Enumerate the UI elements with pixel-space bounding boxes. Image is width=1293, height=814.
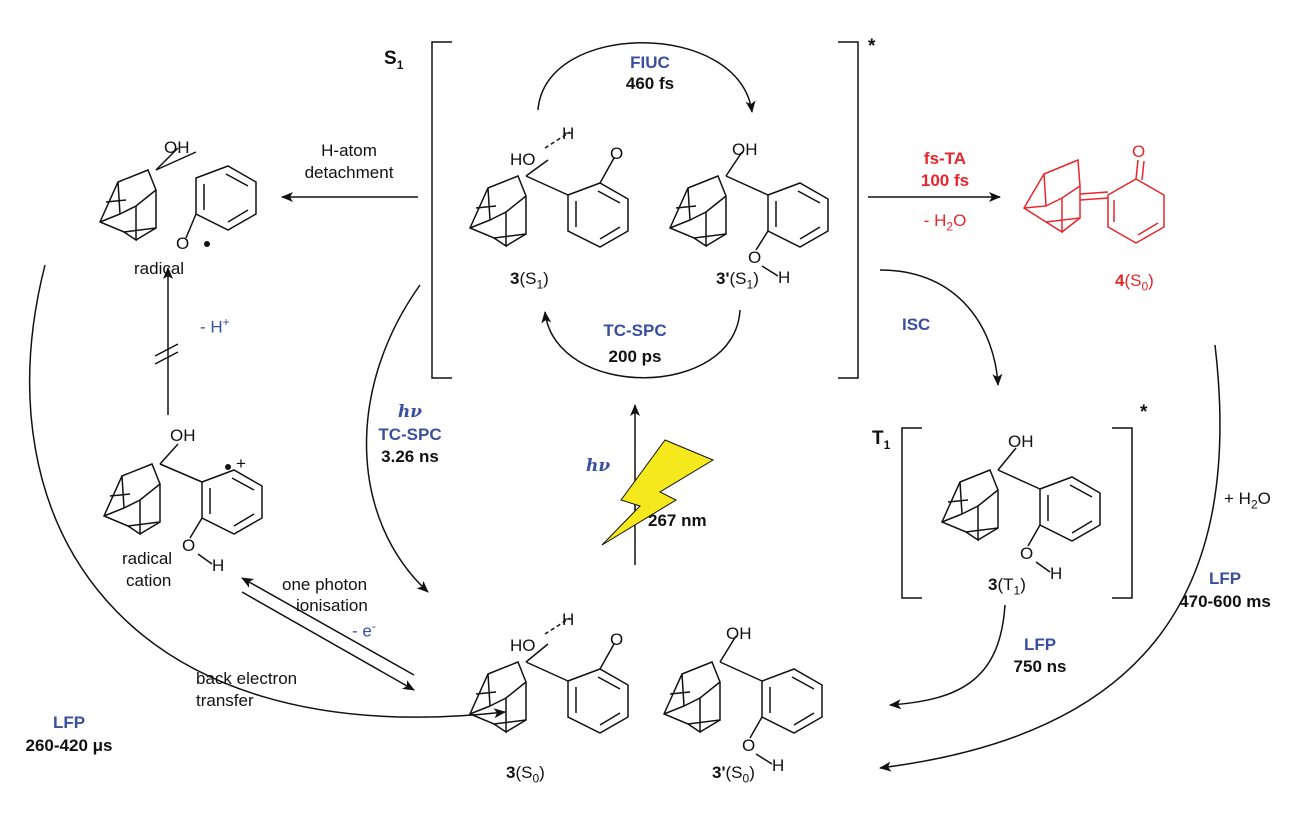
ionisation-arrow (241, 577, 415, 676)
atom-h-3s0: H (562, 610, 575, 629)
atom-h-3ps0: H (772, 756, 785, 775)
tcspc-back-arrow (541, 309, 741, 379)
hv-left-label: hν (397, 402, 423, 422)
atom-h-radcat: H (212, 556, 225, 575)
atom-o-radcat: O (182, 536, 196, 555)
excite-hv: hν (586, 456, 611, 476)
bet-label-2: transfer (196, 691, 254, 710)
molecule-3-s1 (469, 131, 629, 248)
atom-oh-3ps1: OH (732, 140, 758, 159)
excite-wavelength: 267 nm (648, 511, 707, 530)
atom-ho-3s1: HO (510, 150, 536, 169)
tcspc-time: 200 ps (608, 347, 662, 366)
t1-star: * (1140, 402, 1148, 423)
label-radical-cation-2: cation (126, 571, 172, 590)
s1-decay-arrow (365, 284, 429, 593)
bet-arrow (241, 591, 415, 691)
label-3prime-s1: 3'(S1) (716, 269, 759, 292)
label-3-s1: 3(S1) (510, 269, 549, 292)
fiuc-arrow (537, 42, 756, 113)
molecule-3prime-s1 (669, 151, 829, 277)
s1-state-label: S1 (384, 48, 404, 72)
atom-ho-3s0: HO (510, 636, 536, 655)
h-atom-label-1: H-atom (321, 141, 377, 160)
tcspc-label: TC-SPC (603, 321, 667, 340)
lfp-t1-time: 750 ns (1013, 657, 1067, 676)
label-3-t1: 3(T1) (988, 575, 1026, 598)
lfp-right-time: 470-600 ms (1179, 592, 1271, 611)
molecule-radical (99, 147, 257, 247)
atom-h-3ps1: H (778, 268, 791, 287)
molecule-3-s0 (469, 617, 629, 734)
atom-oh-3t1: OH (1008, 432, 1034, 451)
label-3-s0: 3(S0) (506, 763, 545, 786)
lfp-right-label: LFP (1208, 569, 1242, 588)
blocked-mark (154, 343, 179, 365)
fiuc-label: FIUC (630, 53, 670, 72)
label-radical-cation-1: radical (122, 549, 173, 568)
molecule-3-t1 (941, 447, 1101, 573)
label-radical: radical (134, 259, 185, 278)
lfp-left-time: 260-420 μs (25, 736, 113, 755)
t1-state-label: T1 (872, 428, 891, 452)
ionisation-label-1: one photon (282, 575, 368, 594)
s1-star: * (868, 36, 876, 57)
fsta-label: fs-TA (923, 149, 967, 168)
ionisation-electron: - e- (352, 619, 376, 641)
atom-o-3ps0: O (742, 736, 756, 755)
lfp-left-arrow (28, 264, 506, 719)
t1-bracket (901, 427, 1133, 599)
molecule-radical-cation (103, 443, 263, 565)
atom-o-3t1: O (1020, 544, 1034, 563)
atom-o-radical: O (176, 234, 190, 253)
atom-h-3t1: H (1050, 564, 1063, 583)
atom-oh-radical: OH (164, 138, 190, 157)
water-add-label: + H2O (1224, 489, 1271, 512)
fsta-water-loss: - H2O (923, 211, 967, 234)
bet-label-1: back electron (196, 669, 298, 688)
isc-arrow (879, 269, 1003, 386)
atom-o-3ps1: O (748, 248, 762, 267)
lfp-right-arrow (879, 344, 1221, 772)
hv-left-tcspc: TC-SPC (378, 425, 442, 444)
fiuc-time: 460 fs (625, 74, 675, 93)
molecule-4-s0 (1022, 158, 1165, 244)
hv-left-time: 3.26 ns (381, 447, 439, 466)
s1-bracket (431, 41, 859, 379)
label-4-s0: 4(S0) (1115, 271, 1154, 294)
atom-plus-radcat: + (236, 454, 246, 473)
ionisation-label-2: ionisation (296, 596, 368, 615)
fsta-time: 100 fs (920, 171, 970, 190)
h-atom-label-2: detachment (304, 163, 394, 182)
lfp-left-label: LFP (52, 713, 86, 732)
label-3prime-s0: 3'(S0) (712, 763, 755, 786)
lightning-bolt (601, 439, 715, 546)
deprotonation-label: - H+ (200, 315, 230, 337)
atom-o-3s1: O (610, 144, 624, 163)
isc-label: ISC (902, 315, 931, 334)
atom-o-3s0: O (610, 630, 624, 649)
lfp-t1-label: LFP (1023, 635, 1057, 654)
lfp-t1-arrow (889, 604, 1006, 710)
atom-h-3s1: H (562, 124, 575, 143)
atom-o-4: O (1132, 142, 1146, 161)
molecule-3prime-s0 (663, 635, 823, 765)
atom-oh-radcat: OH (170, 426, 196, 445)
atom-oh-3ps0: OH (726, 624, 752, 643)
